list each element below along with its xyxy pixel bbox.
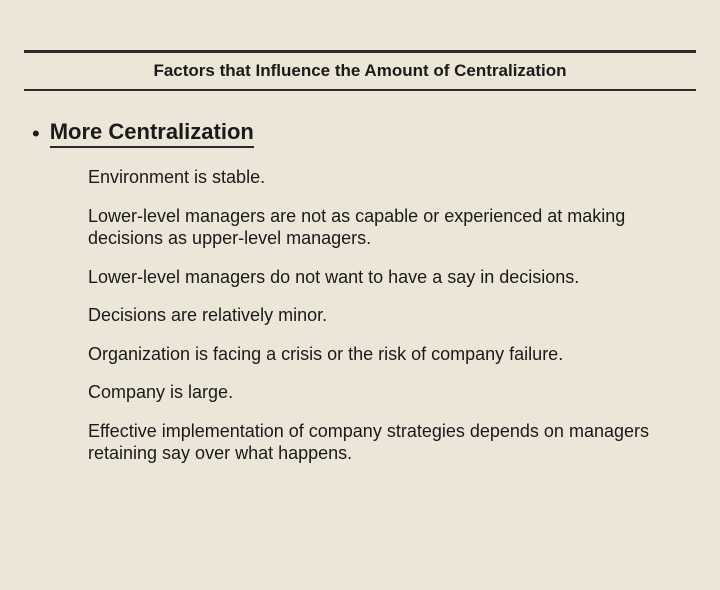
list-item: Lower-level managers are not as capable …: [88, 205, 678, 250]
list-item: Environment is stable.: [88, 166, 678, 189]
slide-title: Factors that Influence the Amount of Cen…: [153, 61, 566, 80]
list-item: Effective implementation of company stra…: [88, 420, 678, 465]
bullet-icon: •: [32, 123, 40, 145]
list-item: Decisions are relatively minor.: [88, 304, 678, 327]
list-item: Company is large.: [88, 381, 678, 404]
list-item: Organization is facing a crisis or the r…: [88, 343, 678, 366]
content-area: • More Centralization Environment is sta…: [24, 119, 696, 465]
list-item: Lower-level managers do not want to have…: [88, 266, 678, 289]
heading-row: • More Centralization: [32, 119, 696, 148]
factor-list: Environment is stable. Lower-level manag…: [88, 166, 696, 465]
title-band: Factors that Influence the Amount of Cen…: [24, 50, 696, 91]
section-heading: More Centralization: [50, 119, 254, 148]
